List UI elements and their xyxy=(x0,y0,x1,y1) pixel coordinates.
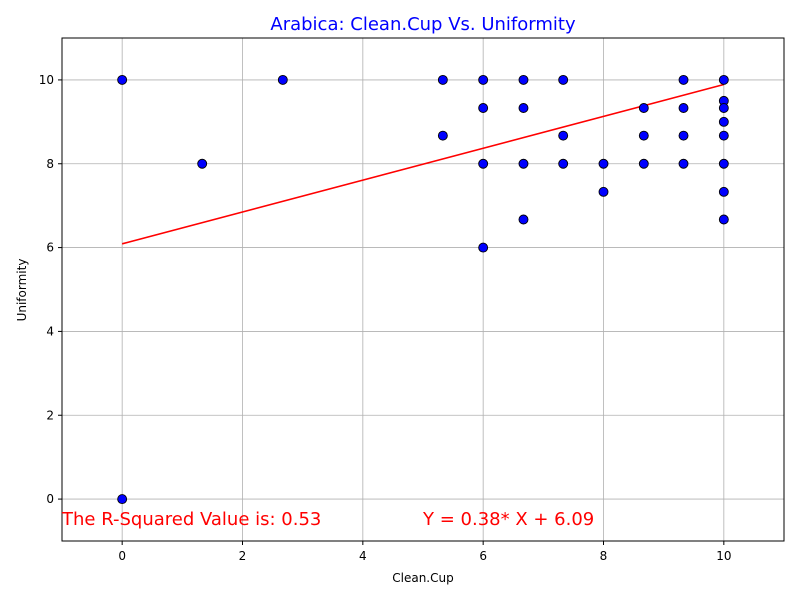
plot-frame xyxy=(61,37,785,542)
chart-title: Arabica: Clean.Cup Vs. Uniformity xyxy=(270,14,576,35)
x-axis-label: Clean.Cup xyxy=(392,571,453,585)
scatter-point xyxy=(478,242,489,253)
scatter-point xyxy=(718,214,729,225)
scatter-point xyxy=(718,130,729,141)
x-tick-label: 10 xyxy=(716,549,731,563)
x-tick-label: 2 xyxy=(239,549,247,563)
scatter-point xyxy=(197,158,208,169)
y-tick-label: 8 xyxy=(46,157,54,171)
scatter-point xyxy=(598,186,609,197)
scatter-point xyxy=(558,74,569,85)
scatter-point xyxy=(638,130,649,141)
scatter-point xyxy=(718,186,729,197)
scatter-point xyxy=(518,103,529,113)
annotations: The R-Squared Value is: 0.53 Y = 0.38* X … xyxy=(61,509,594,530)
scatter-point xyxy=(718,158,729,169)
scatter-point xyxy=(718,116,729,127)
scatter-point xyxy=(558,158,569,169)
scatter-point xyxy=(117,494,128,505)
scatter-point xyxy=(117,74,128,85)
regression-line xyxy=(121,83,725,245)
scatter-point xyxy=(638,158,649,169)
scatter-point xyxy=(437,74,448,85)
annotation-text: Y = 0.38* X + 6.09 xyxy=(422,509,594,530)
scatter-point xyxy=(478,103,489,113)
scatter-point xyxy=(718,74,729,85)
x-axis-ticks: 0 2 4 6 8 10 xyxy=(118,541,731,563)
y-tick-label: 4 xyxy=(46,324,54,338)
x-tick-label: 6 xyxy=(479,549,487,563)
scatter-point xyxy=(478,74,489,85)
scatter-point xyxy=(678,158,689,169)
y-tick-label: 0 xyxy=(46,492,54,506)
y-tick-label: 2 xyxy=(46,408,54,422)
scatter-point xyxy=(437,130,448,141)
annotation-text: The R-Squared Value is: 0.53 xyxy=(61,509,321,530)
scatter-point xyxy=(518,74,529,85)
scatter-point xyxy=(478,158,489,169)
x-tick-label: 8 xyxy=(600,549,608,563)
scatter-point xyxy=(598,158,609,169)
scatter-point xyxy=(518,214,529,225)
scatter-point xyxy=(678,130,689,141)
data-points xyxy=(117,74,729,505)
regression-layer xyxy=(121,83,725,245)
x-tick-label: 0 xyxy=(118,549,126,563)
scatter-point xyxy=(718,103,729,113)
y-axis-label: Uniformity xyxy=(15,259,29,322)
scatter-point xyxy=(558,130,569,141)
x-tick-label: 4 xyxy=(359,549,367,563)
y-tick-label: 10 xyxy=(39,73,54,87)
scatter-point xyxy=(518,158,529,169)
y-axis-ticks: 0 2 4 6 8 10 xyxy=(39,73,62,506)
grid-lines xyxy=(62,38,784,541)
scatter-point xyxy=(678,103,689,113)
scatter-point xyxy=(678,74,689,85)
scatter-point xyxy=(638,103,649,113)
scatter-point xyxy=(277,74,288,85)
y-tick-label: 6 xyxy=(46,241,54,255)
